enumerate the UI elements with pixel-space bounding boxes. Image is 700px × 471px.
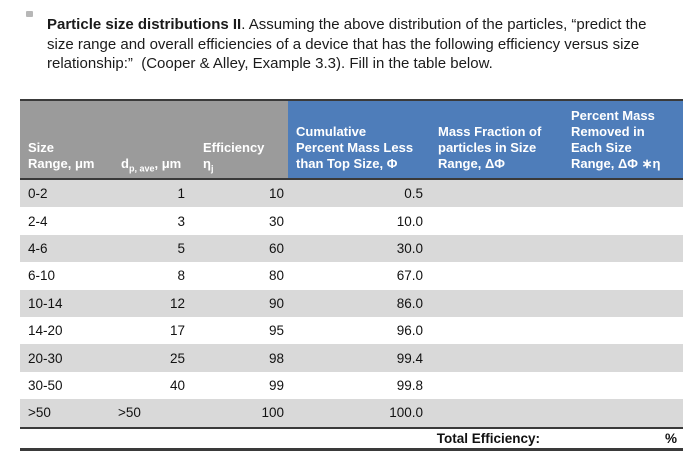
problem-text-line2: size range and overall efficiencies of a… <box>47 35 640 53</box>
table-row: 4-6 5 60 30.0 <box>20 234 683 263</box>
problem-statement-line1: Particle size distributions II. Assuming… <box>47 15 679 35</box>
table-top-border <box>20 99 683 101</box>
table-row: 2-4 3 30 10.0 <box>28 213 423 229</box>
table-row: 14-20 17 95 96.0 <box>28 323 423 339</box>
bullet-mark <box>26 11 33 17</box>
total-efficiency-label: Total Efficiency: <box>436 430 540 446</box>
problem-text-line3: relationship:” (Cooper & Alley, Example … <box>47 55 493 72</box>
header-mass-fraction: Mass Fraction of particles in Size Range… <box>430 101 563 178</box>
header-percent-removed: Percent Mass Removed in Each Size Range,… <box>563 101 683 178</box>
total-efficiency-row: Total Efficiency: % <box>20 428 683 448</box>
table-row: 30-50 40 99 99.8 <box>28 377 423 393</box>
table-row: >50 >50 100 100.0 <box>20 399 683 427</box>
table-row: 0-2 1 10 0.5 <box>20 180 683 208</box>
problem-statement: Particle size distributions II. Assuming… <box>47 15 679 74</box>
problem-text-line1: . Assuming the above distribution of the… <box>241 16 647 33</box>
header-bottom-border <box>20 178 683 180</box>
table-row: 6-10 8 80 67.0 <box>28 268 423 284</box>
problem-title: Particle size distributions II <box>47 16 242 33</box>
header-cumulative-percent: Cumulative Percent Mass Less than Top Si… <box>288 101 430 178</box>
table-row: 20-30 25 98 99.4 <box>20 344 683 372</box>
body-bottom-border <box>20 426 683 429</box>
total-efficiency-unit: % <box>664 430 677 446</box>
table-final-border <box>20 447 683 451</box>
efficiency-table: Size Range, μm dp, ave, μm Efficiency ηj… <box>20 99 683 451</box>
header-size-range: Size Range, μm <box>20 101 113 178</box>
table-header-row: Size Range, μm dp, ave, μm Efficiency ηj… <box>20 101 683 178</box>
header-efficiency: Efficiency ηj <box>195 101 288 178</box>
table-body: 0-2 1 10 0.5 2-4 3 30 10.0 4-6 5 60 30.0… <box>20 180 683 427</box>
header-dp-ave: dp, ave, μm <box>113 101 195 178</box>
table-row: 10-14 12 90 86.0 <box>20 289 683 317</box>
